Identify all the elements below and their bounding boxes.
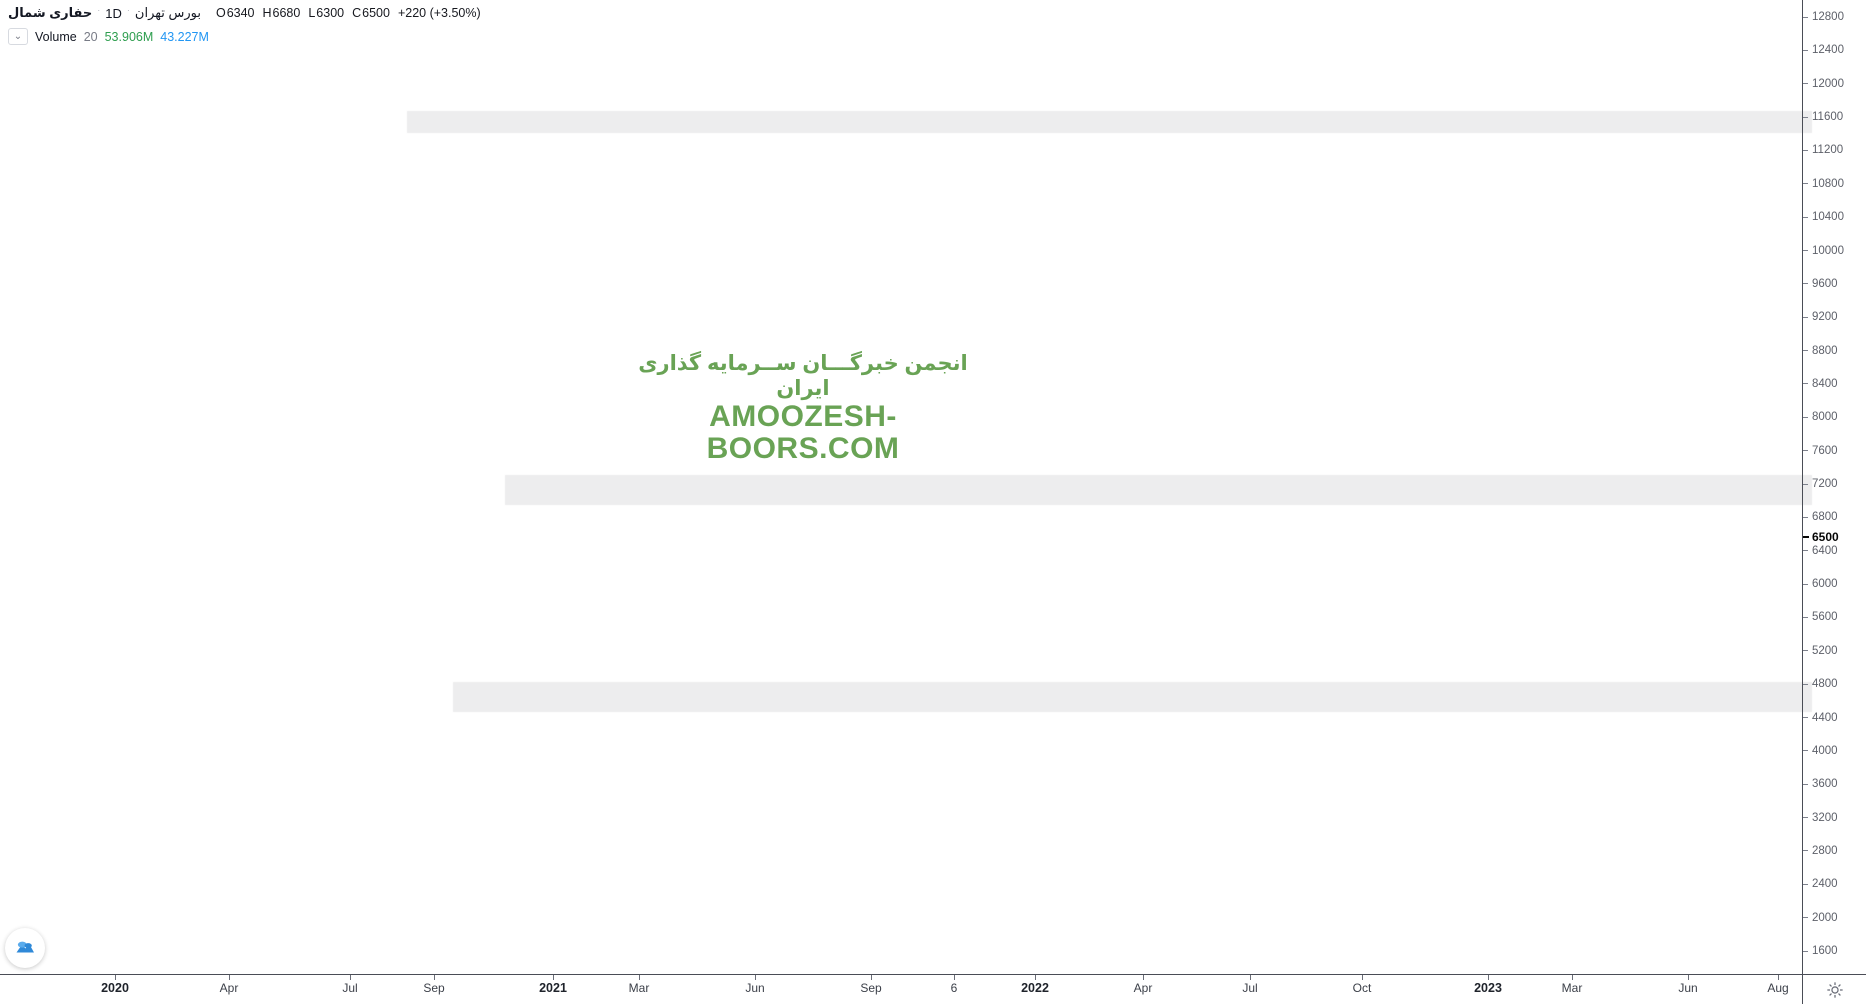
price-tick-label: 11600 xyxy=(1803,111,1843,124)
chart-legend: حفاری شمال · 1D · بورس تهران O 6340 H 6680… xyxy=(8,4,481,45)
price-tick-label: 9200 xyxy=(1803,311,1838,324)
price-tick-label: 12000 xyxy=(1803,77,1844,90)
price-tick-label: 5200 xyxy=(1803,644,1838,657)
price-tick-label: 3600 xyxy=(1803,778,1838,791)
indicator-volume-value: 53.906M xyxy=(104,29,154,44)
price-tick-label: 6400 xyxy=(1803,544,1838,557)
price-tick-label: 5600 xyxy=(1803,611,1838,624)
logo-mountain-cloud-icon xyxy=(16,941,34,953)
axis-settings-corner xyxy=(1802,974,1866,1004)
symbol-name[interactable]: حفاری شمال xyxy=(8,5,93,20)
time-tick-label: Apr xyxy=(1133,981,1153,995)
time-tick-label: Jul xyxy=(1242,981,1258,995)
close-label: C xyxy=(352,6,362,20)
interval-label[interactable]: 1D xyxy=(105,5,122,21)
time-tick-dash xyxy=(434,975,435,980)
price-tick-label: 2400 xyxy=(1803,878,1838,891)
price-axis[interactable]: 6500 12800 12400 12000 11600 11200 10800 10400… xyxy=(1802,0,1866,974)
price-tick-label: 8800 xyxy=(1803,344,1838,357)
time-tick-label: Jul xyxy=(342,981,358,995)
price-tick-label: 10000 xyxy=(1803,244,1844,257)
time-tick-label: Oct xyxy=(1352,981,1372,995)
low-value: 6300 xyxy=(316,6,345,20)
price-tick-label: 11200 xyxy=(1803,144,1843,157)
time-tick-label: 2022 xyxy=(1021,981,1049,995)
time-tick-dash xyxy=(1688,975,1689,980)
time-tick-label: Aug xyxy=(1767,981,1789,995)
price-tick-label: 10400 xyxy=(1803,211,1844,224)
price-tick-label: 8000 xyxy=(1803,411,1838,424)
time-tick-dash xyxy=(1572,975,1573,980)
indicator-row: ⌄ Volume 20 53.906M 43.227M xyxy=(8,28,481,45)
time-tick-label: 2020 xyxy=(101,981,129,995)
time-tick-dash xyxy=(755,975,756,980)
change-value: +220 (+3.50%) xyxy=(397,6,481,20)
high-label: H xyxy=(262,6,272,20)
gear-icon[interactable] xyxy=(1826,981,1844,999)
time-tick-dash xyxy=(350,975,351,980)
separator-dot: · xyxy=(126,5,130,15)
open-label: O xyxy=(215,6,226,20)
price-tick-label: 4800 xyxy=(1803,678,1838,691)
time-tick-dash xyxy=(1035,975,1036,980)
time-tick-label: 6 xyxy=(950,981,958,995)
last-price-value: 6500 xyxy=(1812,530,1839,544)
symbol-row: حفاری شمال · 1D · بورس تهران O 6340 H 6680… xyxy=(8,4,481,22)
time-tick-dash xyxy=(1488,975,1489,980)
price-tick-label: 4000 xyxy=(1803,744,1838,757)
exchange-name[interactable]: بورس تهران xyxy=(134,5,201,20)
time-tick-dash xyxy=(1778,975,1779,980)
price-tick-label: 7600 xyxy=(1803,444,1838,457)
time-tick-label: Mar xyxy=(1561,981,1583,995)
time-tick-dash xyxy=(1250,975,1251,980)
price-tick-label: 8400 xyxy=(1803,377,1838,390)
price-tick-label: 2000 xyxy=(1803,911,1838,924)
price-tick-label: 1600 xyxy=(1803,945,1838,958)
low-label: L xyxy=(308,6,316,20)
close-value: 6500 xyxy=(362,6,390,20)
time-tick-label: Jun xyxy=(1678,981,1698,995)
broker-logo[interactable] xyxy=(5,928,45,968)
time-tick-dash xyxy=(1143,975,1144,980)
open-value: 6340 xyxy=(226,6,255,20)
indicator-ma-value: 43.227M xyxy=(160,29,209,44)
price-tick-label: 7200 xyxy=(1803,478,1838,491)
time-tick-label: Jun xyxy=(745,981,765,995)
time-tick-dash xyxy=(639,975,640,980)
time-tick-dash xyxy=(229,975,230,980)
time-tick-label: 2023 xyxy=(1474,981,1502,995)
time-tick-dash xyxy=(115,975,116,980)
time-tick-label: 2021 xyxy=(539,981,567,995)
time-tick-label: Mar xyxy=(628,981,650,995)
price-tick-label: 4400 xyxy=(1803,711,1838,724)
time-tick-label: Apr xyxy=(219,981,239,995)
time-tick-dash xyxy=(553,975,554,980)
price-tick-label: 12400 xyxy=(1803,44,1844,57)
time-tick-dash xyxy=(871,975,872,980)
high-value: 6680 xyxy=(272,6,301,20)
price-tick-label: 6800 xyxy=(1803,511,1838,524)
time-tick-label: Sep xyxy=(423,981,445,995)
price-tick-label: 10800 xyxy=(1803,177,1844,190)
indicator-collapse-button[interactable]: ⌄ xyxy=(8,28,28,45)
separator-dot: · xyxy=(97,5,101,15)
indicator-name[interactable]: Volume xyxy=(35,29,77,44)
indicator-length: 20 xyxy=(83,29,98,44)
price-tick-label: 12800 xyxy=(1803,11,1844,24)
time-axis[interactable]: 2020 Apr Jul Sep 2021 Mar Jun Sep 6 2022 Apr Jul Oct… xyxy=(0,974,1802,1004)
price-tick-label: 2800 xyxy=(1803,844,1838,857)
price-tick-label: 3200 xyxy=(1803,811,1838,824)
last-price-label: 6500 xyxy=(1803,529,1845,545)
price-tick-dash xyxy=(1803,536,1809,538)
time-tick-dash xyxy=(1362,975,1363,980)
price-tick-label: 6000 xyxy=(1803,578,1838,591)
time-tick-dash xyxy=(954,975,955,980)
ohlc-readout: O 6340 H 6680 L 6300 C 6500 +220 (+3.50%) xyxy=(216,6,481,20)
price-tick-label: 9600 xyxy=(1803,277,1838,290)
time-tick-label: Sep xyxy=(860,981,882,995)
